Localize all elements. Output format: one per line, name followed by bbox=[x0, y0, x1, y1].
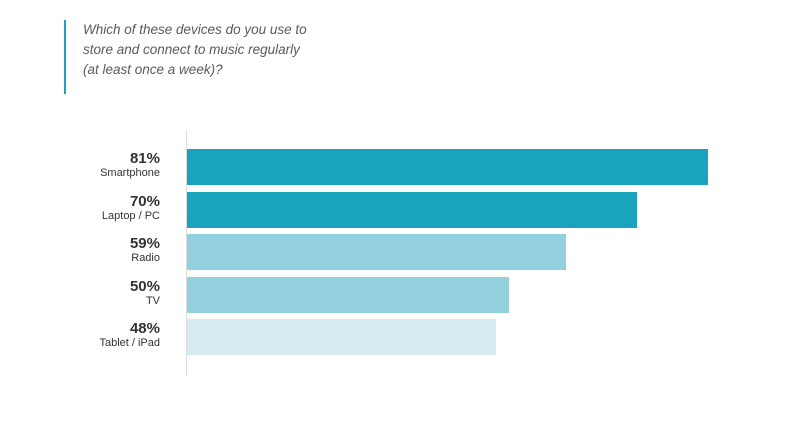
question-line-1: Which of these devices do you use to bbox=[83, 22, 307, 37]
category-label: 48% Tablet / iPad bbox=[99, 320, 160, 350]
question-block: Which of these devices do you use to sto… bbox=[64, 20, 307, 94]
category-label: 81% Smartphone bbox=[100, 150, 160, 180]
tick-label: Tablet / iPad bbox=[99, 337, 160, 349]
category-label: 59% Radio bbox=[130, 235, 160, 265]
bar-radio bbox=[187, 234, 566, 270]
bar-laptop-pc bbox=[187, 191, 637, 228]
tick-label: Radio bbox=[131, 252, 160, 264]
tick-label: Smartphone bbox=[100, 167, 160, 179]
data-label: 81% bbox=[129, 150, 160, 167]
data-label: 59% bbox=[129, 235, 160, 252]
data-label: 48% bbox=[129, 320, 160, 337]
data-label: 70% bbox=[129, 192, 160, 210]
bar-smartphone bbox=[187, 149, 708, 185]
category-axis-line bbox=[186, 130, 187, 376]
question-line-2: store and connect to music regularly bbox=[83, 42, 300, 57]
bar-tablet-ipad bbox=[187, 319, 496, 355]
bar-tv bbox=[187, 276, 509, 313]
category-label: 50% TV bbox=[130, 278, 160, 308]
tick-label: TV bbox=[145, 294, 160, 307]
question-line-3: (at least once a week)? bbox=[83, 62, 223, 77]
category-label: 70% Laptop / PC bbox=[102, 193, 160, 223]
tick-label: Laptop / PC bbox=[101, 209, 160, 222]
data-label: 50% bbox=[129, 277, 160, 295]
